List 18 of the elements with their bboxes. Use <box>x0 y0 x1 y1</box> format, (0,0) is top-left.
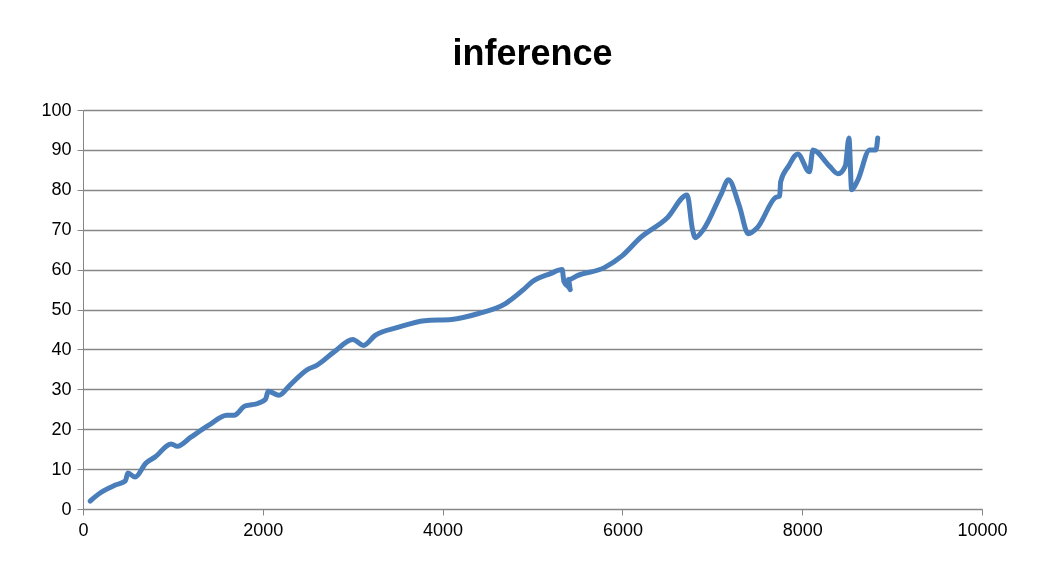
y-tick-label: 0 <box>61 498 72 519</box>
y-tick-label: 60 <box>51 259 72 280</box>
y-tick-label: 70 <box>51 219 72 240</box>
x-tick-label: 6000 <box>602 519 643 540</box>
x-tick-label: 4000 <box>423 519 464 540</box>
x-tick-label: 2000 <box>243 519 284 540</box>
y-tick-label: 100 <box>41 99 72 120</box>
y-tick-label: 30 <box>51 378 72 399</box>
y-tick-label: 20 <box>51 418 72 439</box>
y-tick-label: 80 <box>51 179 72 200</box>
x-tick-label: 8000 <box>782 519 823 540</box>
y-tick-label: 90 <box>51 139 72 160</box>
x-tick-label: 0 <box>78 519 89 540</box>
y-tick-label: 50 <box>51 299 72 319</box>
chart-title: inference <box>452 32 613 73</box>
y-tick-label: 40 <box>51 338 72 359</box>
y-tick-label: 10 <box>51 458 72 479</box>
x-tick-label: 10000 <box>957 519 1008 540</box>
